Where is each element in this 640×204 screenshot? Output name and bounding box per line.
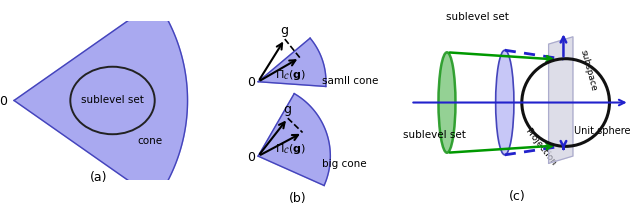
Text: (b): (b) [289, 191, 307, 204]
Text: 0: 0 [0, 94, 7, 108]
Text: sublevel set: sublevel set [81, 94, 144, 104]
Text: sublevel set: sublevel set [446, 12, 509, 22]
Polygon shape [258, 39, 326, 87]
Text: $\Pi_\mathcal{C}(\mathbf{g})$: $\Pi_\mathcal{C}(\mathbf{g})$ [275, 68, 306, 81]
Text: (a): (a) [90, 170, 108, 183]
Ellipse shape [438, 53, 456, 153]
Text: 0: 0 [248, 150, 255, 163]
Text: (c): (c) [509, 189, 525, 202]
Text: $\Pi_\mathcal{C}(\mathbf{g})$: $\Pi_\mathcal{C}(\mathbf{g})$ [275, 142, 306, 155]
Text: subspace: subspace [579, 48, 598, 91]
Text: g: g [280, 23, 288, 36]
Polygon shape [14, 2, 188, 200]
Text: sublevel set: sublevel set [403, 130, 466, 140]
Text: g: g [283, 102, 291, 115]
Ellipse shape [495, 51, 514, 155]
Text: 0: 0 [248, 76, 255, 89]
Text: cone: cone [138, 135, 163, 145]
Text: samll cone: samll cone [321, 75, 378, 85]
Text: Projection: Projection [523, 126, 557, 167]
Text: Unit sphere: Unit sphere [574, 125, 630, 135]
Text: big cone: big cone [321, 158, 366, 168]
Polygon shape [548, 38, 573, 164]
Polygon shape [258, 94, 330, 186]
